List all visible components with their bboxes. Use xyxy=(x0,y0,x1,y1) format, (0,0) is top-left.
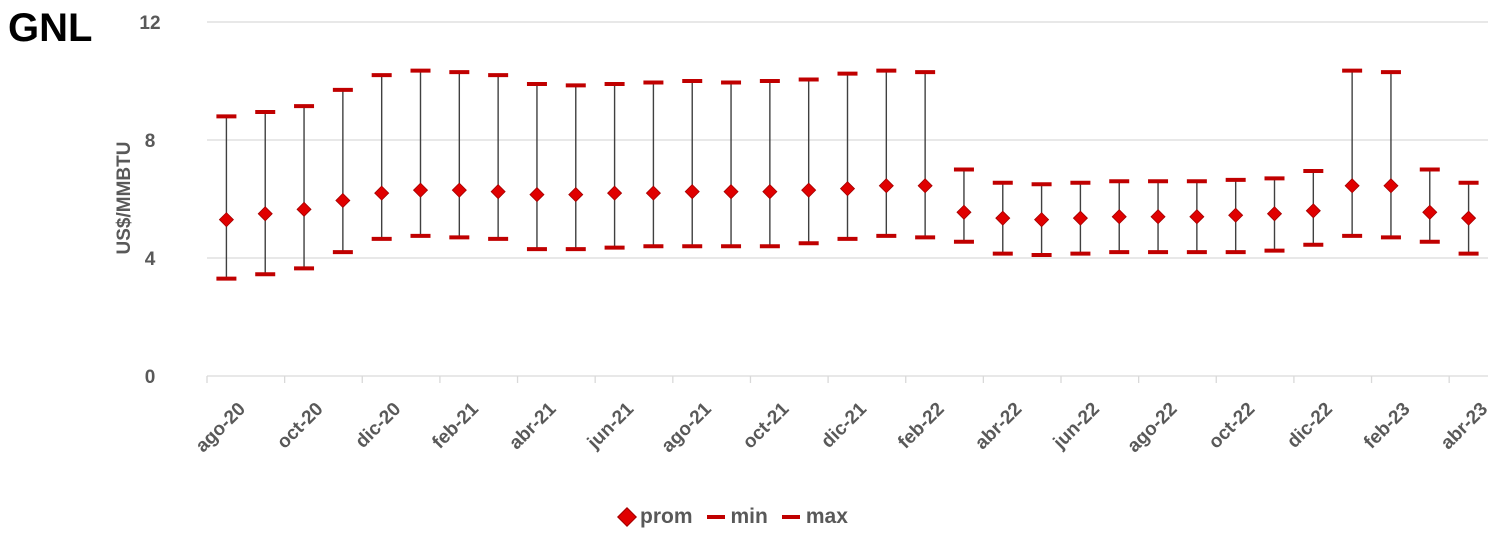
prom-marker xyxy=(645,185,661,201)
prom-marker xyxy=(529,187,545,203)
x-tick-label: abr-23 xyxy=(1437,399,1492,454)
prom-marker xyxy=(1072,210,1088,226)
prom-marker xyxy=(335,192,351,209)
prom-marker xyxy=(1344,178,1360,194)
prom-marker xyxy=(801,182,817,198)
prom-marker xyxy=(1266,206,1283,222)
prom-marker xyxy=(878,178,894,194)
legend-item-max: max xyxy=(781,505,848,529)
prom-marker xyxy=(1034,212,1050,228)
prom-marker xyxy=(684,184,700,200)
x-tick-label: abr-21 xyxy=(505,398,560,453)
x-tick-label: feb-22 xyxy=(894,399,948,453)
prom-marker xyxy=(568,187,584,203)
x-tick-label: ago-21 xyxy=(658,398,716,456)
prom-marker xyxy=(412,182,429,198)
prom-marker xyxy=(451,182,467,198)
x-tick-label: feb-21 xyxy=(428,398,483,453)
prom-marker xyxy=(1111,209,1127,225)
x-tick-label: ago-22 xyxy=(1123,399,1181,457)
prom-marker xyxy=(1228,207,1244,223)
chart-title: GNL xyxy=(8,6,93,50)
x-tick-label: jun-22 xyxy=(1049,399,1104,454)
prom-marker xyxy=(374,185,390,201)
legend-label-max: max xyxy=(805,505,848,528)
prom-marker xyxy=(1383,178,1399,194)
x-tick-label: feb-23 xyxy=(1360,399,1414,453)
legend-item-min: min xyxy=(706,505,768,529)
x-tick-label: oct-22 xyxy=(1205,399,1259,453)
y-axis-title: US$/MMBTU xyxy=(114,142,135,255)
prom-marker xyxy=(490,184,506,200)
diamond-marker-icon xyxy=(617,507,637,527)
prom-marker xyxy=(296,201,312,217)
x-tick-label: ago-20 xyxy=(192,399,250,457)
x-tick-label: oct-21 xyxy=(739,398,794,453)
legend-item-prom: prom xyxy=(617,505,693,529)
prom-marker xyxy=(723,184,739,200)
x-tick-label: dic-20 xyxy=(352,399,406,453)
prom-marker xyxy=(1461,210,1477,226)
prom-marker xyxy=(257,206,273,222)
prom-marker xyxy=(1189,209,1205,225)
prom-marker xyxy=(218,212,234,228)
prom-marker xyxy=(1305,203,1321,219)
prom-marker xyxy=(1150,209,1166,225)
legend-label-min: min xyxy=(730,505,768,528)
x-tick-label: oct-20 xyxy=(273,399,327,453)
x-tick-label: abr-22 xyxy=(971,399,1026,454)
prom-marker xyxy=(839,181,856,197)
prom-marker xyxy=(762,184,778,200)
prom-marker xyxy=(995,210,1011,226)
x-tick-label: dic-22 xyxy=(1283,399,1337,453)
x-tick-label: dic-21 xyxy=(817,398,871,452)
y-tick-label: 0 xyxy=(145,367,156,388)
prom-marker xyxy=(1422,204,1438,220)
y-tick-label: 12 xyxy=(139,13,160,34)
chart-legend: prom min max xyxy=(617,505,848,529)
dash-marker-icon xyxy=(781,515,800,519)
legend-label-prom: prom xyxy=(640,505,693,528)
dash-marker-icon xyxy=(706,515,725,519)
prom-marker xyxy=(607,185,623,201)
prom-marker xyxy=(956,204,972,220)
x-tick-label: jun-21 xyxy=(583,398,638,453)
prom-marker xyxy=(917,178,933,194)
y-tick-label: 4 xyxy=(145,249,156,270)
y-tick-label: 8 xyxy=(145,131,156,152)
